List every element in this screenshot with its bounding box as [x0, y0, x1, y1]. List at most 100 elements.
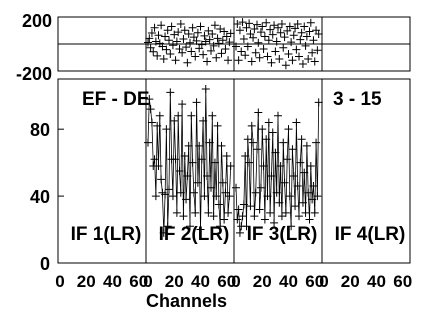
- phase-point: [154, 31, 163, 40]
- amplitude-point: [293, 182, 302, 191]
- amplitude-point: [172, 208, 181, 217]
- phase-point: [144, 38, 152, 47]
- phase-point: [267, 58, 276, 67]
- amplitude-point: [154, 161, 163, 170]
- amplitude-point: [195, 141, 204, 150]
- x-tick-label: 0: [319, 272, 328, 291]
- phase-point: [275, 55, 284, 63]
- data-marks: [144, 18, 323, 237]
- scan-label: 3 - 15: [333, 89, 382, 110]
- amplitude-point: [224, 208, 233, 217]
- phase-point: [285, 22, 294, 31]
- amplitude-point: [144, 138, 152, 147]
- amplitude-point: [254, 108, 263, 117]
- phase-point: [163, 26, 172, 35]
- amplitude-point: [305, 215, 314, 224]
- phase-point: [238, 18, 247, 27]
- phase-point: [182, 43, 191, 52]
- x-axis-title: Channels: [146, 291, 227, 311]
- phase-point: [217, 49, 226, 58]
- phase-point: [147, 29, 156, 37]
- phase-point: [289, 31, 298, 40]
- amplitude-point: [314, 98, 323, 107]
- phase-point: [212, 53, 221, 62]
- amplitude-point: [268, 128, 277, 137]
- amplitude-point: [267, 172, 276, 181]
- phase-point: [276, 28, 285, 37]
- phase-point: [277, 20, 286, 28]
- x-tick-label: 60: [305, 272, 324, 291]
- phase-point: [291, 24, 300, 33]
- amplitude-point: [218, 178, 227, 187]
- phase-point: [239, 35, 248, 43]
- phase-point: [178, 48, 187, 57]
- amplitude-point: [183, 172, 192, 181]
- amplitude-point: [234, 205, 243, 214]
- phase-point: [272, 37, 281, 46]
- amplitude-point: [241, 151, 250, 160]
- amplitude-point: [157, 175, 166, 184]
- amplitude-point: [188, 158, 197, 167]
- amplitude-point: [306, 161, 315, 170]
- phase-point: [224, 56, 233, 65]
- phase-point: [298, 60, 307, 68]
- phase-point: [253, 20, 261, 29]
- phase-point: [280, 33, 289, 42]
- phase-point: [171, 56, 180, 65]
- phase-point: [203, 57, 212, 66]
- amplitude-point: [179, 212, 188, 221]
- phase-point: [242, 23, 251, 32]
- amplitude-point: [249, 138, 258, 147]
- phase-point: [251, 48, 260, 57]
- amplitude-point: [266, 208, 275, 217]
- amplitude-point: [271, 148, 280, 157]
- phase-point: [274, 23, 282, 32]
- phase-point: [193, 28, 202, 37]
- amplitude-point: [155, 111, 164, 120]
- phase-point: [179, 35, 188, 43]
- amplitude-point: [226, 161, 235, 170]
- phase-point: [188, 23, 197, 32]
- amplitude-point: [298, 198, 307, 207]
- amplitude-point: [281, 208, 290, 217]
- phase-point: [180, 26, 189, 35]
- phase-point: [184, 30, 193, 38]
- phase-point: [283, 26, 292, 35]
- phase-point: [157, 21, 166, 30]
- amplitude-point: [151, 192, 160, 201]
- phase-point: [300, 22, 309, 31]
- amplitude-point: [213, 121, 222, 130]
- amplitude-point: [262, 135, 271, 144]
- phase-point: [220, 27, 229, 36]
- phase-point: [295, 52, 303, 61]
- phase-point: [235, 26, 244, 35]
- amplitude-tick-label: 80: [30, 120, 50, 140]
- phase-point: [297, 28, 306, 37]
- amplitude-point: [225, 192, 234, 201]
- amplitude-point: [285, 192, 294, 201]
- amplitude-point: [162, 125, 171, 134]
- amplitude-point: [233, 215, 242, 224]
- amplitude-point: [295, 212, 303, 221]
- phase-point: [172, 37, 181, 46]
- amplitude-point: [297, 135, 306, 144]
- phase-point: [232, 42, 240, 51]
- amplitude-point: [216, 222, 225, 231]
- x-tick-label: 20: [341, 272, 360, 291]
- amplitude-point: [212, 192, 221, 201]
- phase-point: [209, 41, 218, 50]
- amplitude-point: [171, 155, 180, 164]
- phase-point: [149, 47, 158, 56]
- amplitude-point: [253, 145, 261, 154]
- phase-point: [221, 45, 230, 53]
- x-tick-label: 20: [77, 272, 96, 291]
- amplitude-point: [220, 215, 229, 224]
- amplitude-point: [260, 215, 269, 224]
- phase-point: [293, 20, 302, 28]
- amplitude-point: [200, 192, 209, 201]
- x-tick-label: 60: [129, 272, 148, 291]
- plot-frames: [57, 16, 411, 264]
- amplitude-point: [184, 141, 193, 150]
- phase-tick-label: -200: [16, 64, 52, 84]
